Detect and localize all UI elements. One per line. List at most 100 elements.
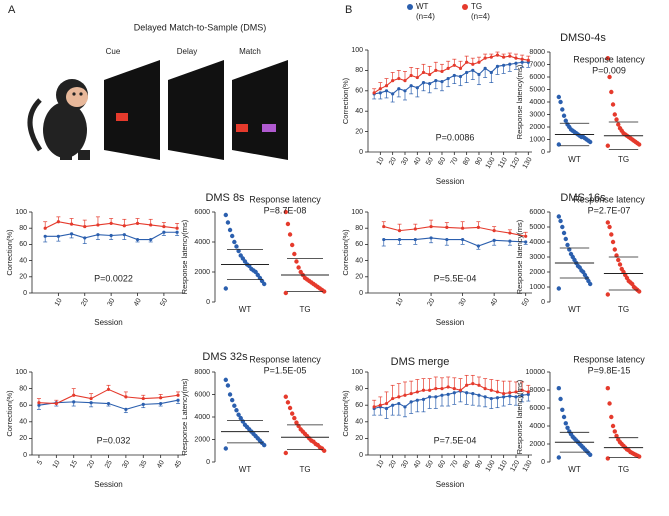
- y-tick-label: 6000: [194, 209, 210, 216]
- point: [290, 242, 295, 248]
- y-tick-label: 60: [355, 88, 363, 95]
- point: [135, 237, 140, 242]
- point: [223, 286, 228, 291]
- x-tick-label: 110: [497, 156, 509, 169]
- x-tick-label: 10: [376, 156, 386, 166]
- point: [223, 377, 228, 383]
- x-tick-label: TG: [618, 305, 629, 314]
- y-tick-label: 40: [19, 257, 27, 264]
- y-tick-label: 10000: [526, 369, 546, 376]
- point: [616, 257, 621, 263]
- point: [434, 387, 438, 391]
- y-tick-label: 0: [23, 452, 27, 459]
- y-tick-label: 80: [19, 225, 27, 232]
- point: [452, 63, 456, 67]
- point: [298, 269, 303, 275]
- x-tick-label: 50: [521, 297, 531, 307]
- point: [445, 237, 449, 242]
- point: [619, 266, 624, 272]
- point: [403, 79, 407, 83]
- point: [607, 224, 612, 230]
- point: [612, 247, 617, 252]
- point: [514, 61, 518, 65]
- point: [563, 421, 568, 426]
- point: [514, 395, 518, 399]
- point: [227, 227, 233, 233]
- point: [477, 60, 481, 64]
- panel-label: B: [345, 4, 352, 16]
- x-tick-label: 20: [388, 459, 398, 469]
- x-tick-label: 80: [462, 459, 472, 469]
- x-tick-label: 90: [474, 459, 484, 469]
- point: [421, 397, 426, 401]
- x-tick-label: 80: [462, 156, 472, 166]
- y-tick-label: 0: [206, 459, 210, 466]
- point: [465, 70, 469, 75]
- point: [477, 383, 481, 387]
- point: [294, 259, 299, 264]
- point: [440, 69, 444, 74]
- point: [409, 400, 413, 404]
- point: [397, 76, 401, 81]
- point: [605, 143, 611, 148]
- point: [616, 122, 621, 127]
- y-tick-label: 1000: [529, 284, 545, 291]
- point: [452, 73, 456, 78]
- point: [434, 395, 438, 399]
- point: [72, 400, 76, 404]
- y-axis-label: Correction(%): [341, 77, 350, 124]
- point: [465, 60, 469, 64]
- point: [605, 292, 611, 297]
- y-tick-label: 60: [355, 241, 363, 248]
- panel-label: A: [8, 4, 16, 16]
- x-axis-label: Session: [94, 318, 122, 327]
- point: [421, 388, 426, 392]
- point: [56, 220, 60, 224]
- x-tick-label: 40: [156, 459, 166, 469]
- point: [471, 62, 475, 66]
- x-tick-label: WT: [568, 155, 581, 164]
- point: [489, 396, 493, 401]
- y-tick-label: 0: [23, 290, 27, 297]
- y-tick-label: 3000: [529, 254, 545, 261]
- point: [452, 387, 456, 391]
- x-tick-label: 30: [458, 297, 468, 307]
- y-axis-label: Correction(%): [341, 390, 350, 437]
- y-tick-label: 6000: [194, 391, 210, 398]
- point: [452, 391, 456, 395]
- chart-title: DMS0-4s: [560, 32, 606, 44]
- point: [563, 236, 568, 242]
- y-tick-label: 100: [15, 369, 27, 376]
- point: [83, 236, 87, 240]
- point: [520, 57, 524, 61]
- series-line: [383, 237, 526, 247]
- x-tick-label: 20: [86, 459, 96, 469]
- y-tick-label: 4000: [529, 99, 545, 106]
- x-tick-label: 90: [474, 156, 484, 166]
- point: [489, 55, 493, 59]
- x-tick-label: TG: [618, 155, 629, 164]
- y-tick-label: 0: [359, 149, 363, 156]
- point: [96, 223, 100, 227]
- point: [526, 58, 530, 62]
- point: [514, 390, 518, 394]
- point: [483, 395, 487, 399]
- point: [232, 239, 237, 245]
- point: [89, 396, 93, 401]
- point: [403, 393, 407, 397]
- y-tick-label: 6000: [529, 209, 545, 216]
- point: [616, 437, 621, 442]
- point: [492, 238, 496, 242]
- x-tick-label: 35: [139, 459, 149, 469]
- x-tick-label: 40: [413, 156, 423, 166]
- point: [429, 224, 433, 229]
- x-tick-label: 130: [522, 459, 534, 473]
- point: [446, 392, 450, 397]
- x-tick-label: WT: [239, 465, 252, 474]
- point: [458, 66, 463, 70]
- point: [492, 229, 496, 233]
- point: [37, 403, 41, 407]
- y-tick-label: 60: [19, 402, 27, 409]
- point: [397, 237, 402, 242]
